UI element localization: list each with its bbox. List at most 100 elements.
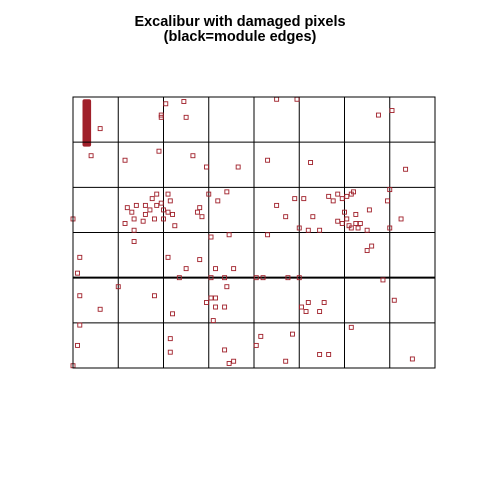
damaged-pixel-marker <box>303 309 309 314</box>
damaged-pixel-marker <box>344 216 350 222</box>
damaged-pixel-marker <box>344 193 350 199</box>
chart-subtitle: (black=module edges) <box>163 29 317 45</box>
damaged-pixel-marker <box>147 207 153 213</box>
damaged-pixel-marker <box>194 209 200 215</box>
damaged-pixel-marker <box>167 198 173 204</box>
damaged-pixel-marker <box>375 112 381 118</box>
damaged-pixel-marker <box>385 198 390 204</box>
damaged-pixel-marker <box>183 114 189 120</box>
damaged-pixel-marker <box>398 216 404 222</box>
damaged-pixel-marker <box>163 101 169 107</box>
damaged-region <box>82 99 92 147</box>
damaged-pixel-marker <box>330 198 336 204</box>
damaged-pixel-marker <box>124 205 130 211</box>
damaged-pixel-marker <box>156 148 162 154</box>
damaged-pixel-marker <box>208 295 214 301</box>
damaged-pixel-marker <box>351 189 356 195</box>
damaged-pixel-marker <box>131 227 137 233</box>
damaged-pixel-marker <box>366 207 372 213</box>
damaged-pixel-marker <box>170 311 176 317</box>
damaged-pixel-marker <box>296 275 302 281</box>
damaged-pixel-marker <box>197 257 203 263</box>
damaged-pixel-marker <box>222 304 228 310</box>
damaged-pixel-marker <box>215 198 221 204</box>
damaged-pixel-marker <box>77 293 83 299</box>
damaged-pixel-marker <box>161 207 166 213</box>
damaged-pixel-marker <box>348 225 354 231</box>
damaged-pixel-marker <box>355 225 361 231</box>
damaged-pixel-marker <box>283 214 289 220</box>
damaged-pixel-marker <box>265 232 271 238</box>
damaged-pixel-marker <box>335 218 341 224</box>
damaged-pixel-marker <box>213 295 218 301</box>
damaged-pixel-marker <box>226 361 232 366</box>
damaged-pixel-marker <box>285 275 291 281</box>
damaged-pixel-marker <box>167 349 173 355</box>
damaged-pixel-marker <box>357 221 363 226</box>
damaged-pixel-marker <box>206 191 212 197</box>
damaged-pixel-marker <box>208 234 214 240</box>
damaged-pixel-marker <box>97 306 103 312</box>
damaged-pixel-marker <box>231 266 237 272</box>
damaged-pixel-marker <box>389 108 395 114</box>
damaged-pixel-marker <box>208 275 214 281</box>
damaged-pixel-marker <box>326 352 332 357</box>
damaged-pixel-marker <box>299 304 304 310</box>
damaged-pixel-marker <box>197 205 203 211</box>
damaged-pixel-marker <box>380 277 386 283</box>
damaged-pixel-marker <box>158 112 164 118</box>
damaged-pixel-marker <box>170 211 176 217</box>
damaged-pixel-marker <box>339 221 345 226</box>
damaged-pixel-marker <box>149 196 155 202</box>
damaged-pixel-marker <box>176 275 182 281</box>
damaged-pixel-marker <box>253 275 259 281</box>
damaged-pixel-marker <box>274 96 280 102</box>
damaged-pixel-marker <box>339 196 345 202</box>
damaged-pixel-marker <box>151 216 157 222</box>
damaged-pixel-marker <box>224 284 230 290</box>
damaged-pixel-marker <box>342 209 347 215</box>
damaged-pixel-marker <box>133 202 139 208</box>
damaged-pixel-marker <box>294 96 300 102</box>
damaged-pixel-marker <box>321 300 327 305</box>
damaged-pixel-marker <box>274 202 280 208</box>
damaged-pixel-marker <box>409 356 415 362</box>
damaged-pixel-marker <box>317 309 323 314</box>
damaged-pixel-marker <box>77 322 83 328</box>
damaged-pixel-marker <box>75 342 80 348</box>
damaged-pixel-marker <box>231 358 237 364</box>
damaged-pixel-marker <box>167 336 173 342</box>
damaged-pixel-marker <box>296 225 302 231</box>
damaged-pixel-marker <box>260 275 266 281</box>
damaged-pixel-marker <box>131 216 137 222</box>
damaged-pixel-marker <box>317 227 323 233</box>
damaged-pixel-marker <box>224 189 230 195</box>
damaged-pixel-marker <box>140 218 146 224</box>
damaged-pixel-marker <box>88 153 94 159</box>
damaged-pixel-marker <box>142 211 148 217</box>
damaged-pixel-marker <box>403 166 409 172</box>
damaged-pixel-marker <box>348 324 354 330</box>
damaged-pixel-marker <box>265 157 271 163</box>
chart-title: Excalibur with damaged pixels <box>134 14 346 30</box>
damaged-pixel-marker <box>301 196 307 202</box>
damaged-pixel-marker <box>131 239 137 244</box>
damaged-pixel-marker <box>310 214 316 220</box>
damaged-pixel-marker <box>222 347 228 353</box>
damaged-pixel-marker <box>165 191 171 197</box>
plot-frame <box>72 96 436 369</box>
damaged-pixel-marker <box>292 196 298 202</box>
damaged-pixel-marker <box>387 225 393 231</box>
damaged-pixel-marker <box>353 221 359 226</box>
damaged-pixel-marker <box>364 248 370 254</box>
damaged-pixel-marker <box>75 270 80 276</box>
damaged-pixel-marker <box>364 227 370 233</box>
damaged-pixel-marker <box>387 187 393 193</box>
damaged-pixel-marker <box>115 284 121 290</box>
damaged-pixel-marker <box>335 191 341 197</box>
damaged-pixel-marker <box>213 304 218 310</box>
damaged-pixel-marker <box>161 216 166 222</box>
damaged-pixel-marker <box>204 300 209 305</box>
damaged-pixel-marker <box>77 254 83 260</box>
damaged-pixel-marker <box>154 191 160 197</box>
